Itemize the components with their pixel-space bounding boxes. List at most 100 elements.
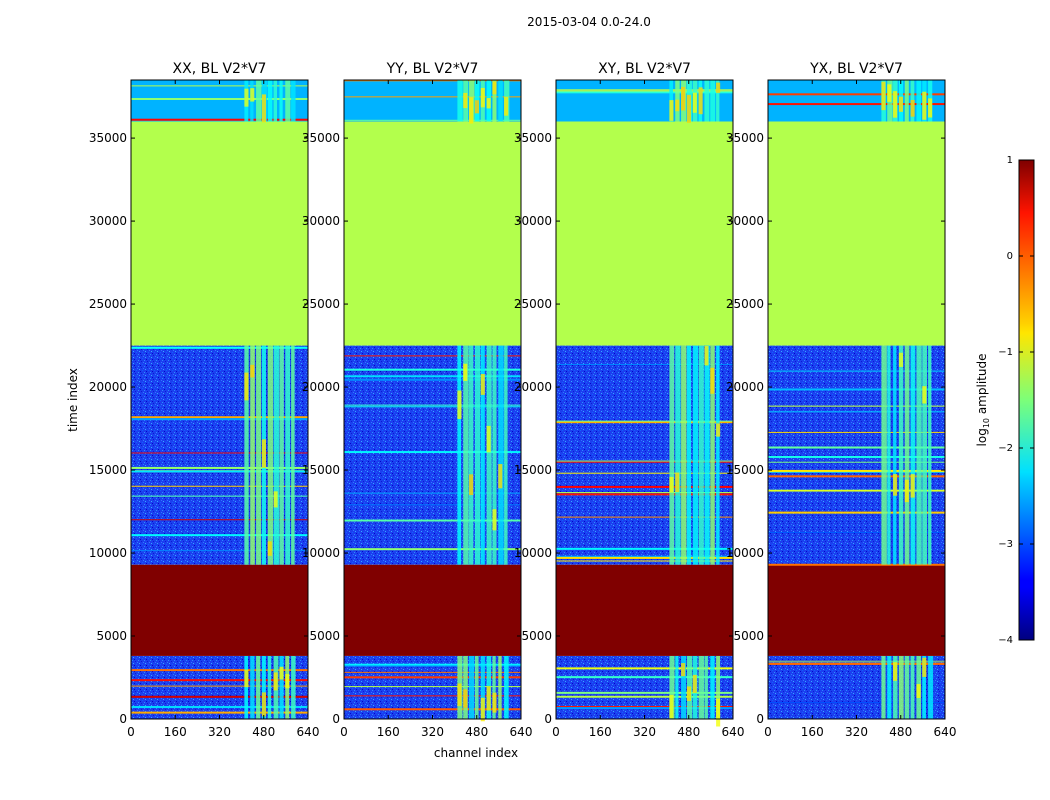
panels: XX, BL V2*V7 0 160 320 480 640 0 5000 10000 15000… <box>89 61 957 739</box>
flag-stripe <box>131 534 308 537</box>
time-segment-1 <box>768 655 945 719</box>
colorbar-tick-label: −4 <box>998 635 1013 646</box>
bright-band-column <box>904 345 910 565</box>
y-tick-label: 0 <box>119 712 127 726</box>
bright-band-patch <box>922 386 927 404</box>
y-tick-label: 35000 <box>726 131 764 145</box>
y-tick-label: 0 <box>332 712 340 726</box>
bright-band-column <box>457 345 462 565</box>
x-tick-label: 480 <box>465 725 488 739</box>
flag-stripe <box>556 555 733 558</box>
flag-stripe <box>768 660 945 662</box>
bright-band-patch <box>457 390 462 419</box>
flag-stripe <box>131 416 308 419</box>
bright-band-patch <box>244 372 249 401</box>
bright-band-patch <box>279 666 284 680</box>
bright-band-patch <box>922 657 927 677</box>
y-tick-label: 20000 <box>726 380 764 394</box>
bright-band-patch <box>916 684 921 698</box>
y-tick-label: 15000 <box>302 463 340 477</box>
y-tick-label: 20000 <box>514 380 552 394</box>
flag-stripe <box>344 519 521 522</box>
bright-band-column <box>256 655 261 719</box>
flag-stripe <box>768 563 945 566</box>
bright-band-patch <box>698 87 703 115</box>
bright-band-column <box>256 345 262 565</box>
bright-band-patch <box>273 491 278 508</box>
x-tick-label: 320 <box>208 725 231 739</box>
bright-band-column <box>898 345 904 565</box>
colorbar-label-prefix: log <box>975 428 989 446</box>
bright-band-column <box>928 345 932 565</box>
bright-band-patch <box>480 374 485 395</box>
bright-band-patch <box>716 698 721 727</box>
flag-stripe <box>131 85 308 87</box>
bright-band-patch <box>504 96 509 116</box>
bright-band-column <box>710 655 715 719</box>
colorbar: 10−1−2−3−4 log10 amplitude <box>975 155 1035 646</box>
time-segment-2 <box>344 564 521 656</box>
flag-stripe <box>131 669 308 672</box>
bright-band-patch <box>492 81 497 95</box>
bright-band-column <box>916 345 922 565</box>
x-tick-label: 160 <box>801 725 824 739</box>
y-tick-label: 35000 <box>89 131 127 145</box>
bright-band-column <box>244 655 249 719</box>
flag-stripe <box>768 370 945 372</box>
flag-stripe <box>556 493 733 496</box>
bright-band-column <box>469 655 475 719</box>
flag-stripe <box>131 470 308 473</box>
flag-stripe <box>344 492 521 494</box>
colorbar-tick-label: −2 <box>998 443 1013 454</box>
flag-stripe <box>344 96 521 98</box>
bright-band-column <box>692 345 699 565</box>
bright-band-patch <box>492 509 497 531</box>
bright-band-patch <box>910 100 915 117</box>
y-tick-label: 10000 <box>514 546 552 560</box>
flag-stripe <box>768 661 945 663</box>
y-tick-label: 15000 <box>89 463 127 477</box>
flag-stripe <box>556 91 733 94</box>
flag-stripe <box>131 98 308 101</box>
y-tick-label: 15000 <box>726 463 764 477</box>
flag-stripe <box>131 711 308 714</box>
bright-band-patch <box>686 686 691 701</box>
bright-band-patch <box>710 367 715 394</box>
bright-band-column <box>267 80 273 122</box>
flag-stripe <box>131 550 308 552</box>
panel-2: YY, BL V2*V7 0 160 320 480 640 0 5000 10000 15000… <box>302 61 533 739</box>
bright-band-patch <box>716 82 721 93</box>
bright-band-column <box>893 345 897 565</box>
flag-stripe <box>768 411 945 413</box>
flag-stripe <box>556 691 733 694</box>
flag-stripe <box>344 665 521 667</box>
flag-stripe <box>344 548 521 551</box>
bright-band-column <box>492 345 497 565</box>
flag-stripe <box>131 346 308 349</box>
time-segment-4 <box>131 121 308 346</box>
bright-band-column <box>291 80 296 122</box>
flag-stripe <box>768 490 945 492</box>
flag-stripe <box>768 405 945 407</box>
y-tick-label: 25000 <box>89 297 127 311</box>
flag-stripe <box>131 685 308 687</box>
bright-band-column <box>922 345 928 565</box>
flag-stripe <box>768 531 945 533</box>
time-segment-5 <box>556 80 733 122</box>
flag-stripe <box>556 516 733 518</box>
time-segment-1 <box>131 655 308 719</box>
flag-stripe <box>768 469 945 472</box>
y-tick-label: 20000 <box>89 380 127 394</box>
flag-stripe <box>131 679 308 682</box>
bright-band-column <box>261 655 266 719</box>
bright-band-patch <box>692 674 697 694</box>
y-tick-label: 25000 <box>302 297 340 311</box>
bright-band-patch <box>669 100 674 121</box>
bright-band-patch <box>898 352 903 367</box>
x-tick-label: 160 <box>164 725 187 739</box>
colorbar-label-suffix: amplitude <box>975 354 989 418</box>
flag-stripe <box>556 420 733 422</box>
flag-stripe <box>131 495 308 497</box>
flag-stripe <box>556 705 733 707</box>
bright-band-patch <box>250 88 255 102</box>
